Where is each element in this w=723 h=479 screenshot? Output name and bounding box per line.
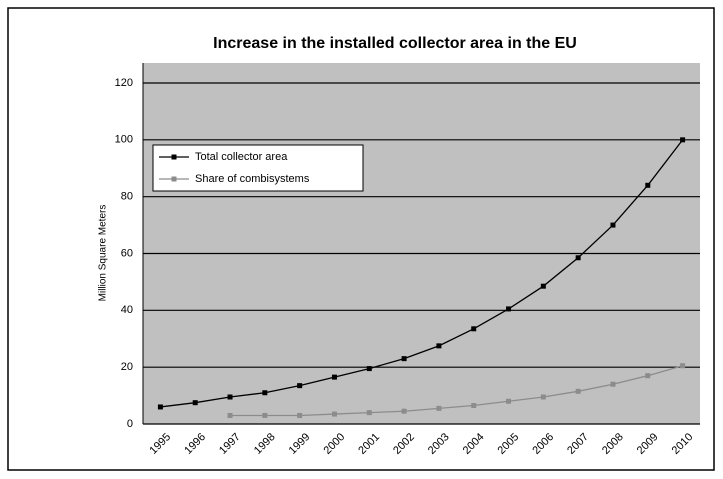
- y-tick-label: 40: [121, 304, 133, 316]
- data-point: [331, 374, 337, 380]
- data-point: [157, 404, 163, 410]
- data-point: [401, 356, 407, 362]
- data-point: [262, 412, 268, 418]
- y-tick-label: 120: [115, 77, 133, 89]
- data-point: [436, 343, 442, 349]
- y-axis-label: Million Square Meters: [98, 205, 109, 302]
- data-point: [540, 394, 546, 400]
- data-point: [575, 388, 581, 394]
- plot-area: [143, 63, 700, 424]
- data-point: [192, 400, 198, 406]
- data-point: [680, 137, 686, 143]
- data-point: [366, 366, 372, 372]
- legend-label: Total collector area: [195, 151, 288, 163]
- data-point: [575, 255, 581, 261]
- series-line: [230, 365, 683, 417]
- y-tick-label: 100: [115, 134, 133, 146]
- data-point: [506, 398, 512, 404]
- data-point: [540, 283, 546, 289]
- data-point: [680, 363, 686, 369]
- data-point: [262, 390, 268, 396]
- data-point: [401, 408, 407, 414]
- y-tick-label: 0: [127, 418, 133, 430]
- data-point: [610, 222, 616, 228]
- chart-title: Increase in the installed collector area…: [213, 35, 577, 52]
- data-point: [297, 412, 303, 418]
- y-tick-label: 80: [121, 191, 133, 203]
- data-point: [227, 412, 233, 418]
- y-tick-label: 20: [121, 361, 133, 373]
- legend-label: Share of combisystems: [195, 173, 310, 185]
- data-point: [645, 373, 651, 379]
- data-point: [471, 403, 477, 409]
- data-point: [366, 410, 372, 416]
- data-point: [471, 326, 477, 332]
- data-point: [645, 182, 651, 188]
- series-line: [160, 139, 684, 408]
- legend-marker: [171, 154, 177, 160]
- data-point: [331, 411, 337, 417]
- data-point: [610, 381, 616, 387]
- data-point: [297, 383, 303, 389]
- legend-marker: [171, 176, 177, 182]
- data-point: [227, 394, 233, 400]
- y-tick-label: 60: [121, 247, 133, 259]
- data-point: [506, 306, 512, 312]
- data-point: [436, 405, 442, 411]
- legend-box: [152, 144, 364, 192]
